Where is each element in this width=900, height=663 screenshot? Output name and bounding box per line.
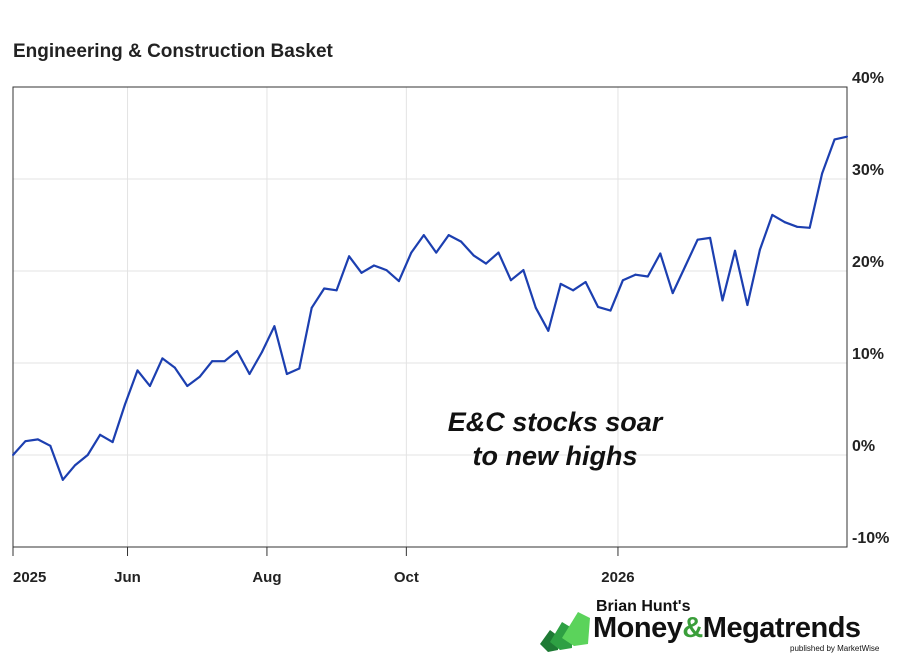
data-point (634, 273, 637, 276)
data-point (559, 282, 562, 285)
data-point (833, 138, 836, 141)
data-point (248, 373, 251, 376)
data-point (323, 287, 326, 290)
data-point (783, 221, 786, 224)
data-point (472, 254, 475, 257)
y-axis: 40% 30% 20% 10% 0% -10% (852, 70, 889, 547)
data-point (111, 441, 114, 444)
data-point (696, 238, 699, 241)
data-point (509, 279, 512, 282)
x-tick-label: 2026 (601, 569, 634, 586)
brand-logo: Brian Hunt's Money&Megatrends published … (538, 598, 888, 658)
data-point (260, 350, 263, 353)
y-tick-label: 20% (852, 254, 884, 271)
data-point (348, 255, 351, 258)
annotation-line-1: E&C stocks soar (448, 407, 664, 437)
data-point (335, 289, 338, 292)
data-point (236, 350, 239, 353)
data-point (86, 454, 89, 456)
data-point (609, 309, 612, 312)
data-point (846, 135, 848, 138)
data-point (547, 329, 550, 332)
data-point (360, 271, 363, 274)
data-point (223, 360, 226, 363)
data-point (733, 249, 736, 252)
y-tick-label: 30% (852, 162, 884, 179)
series-line (12, 135, 848, 481)
data-point (410, 251, 413, 254)
data-point (273, 325, 276, 328)
data-point (709, 236, 712, 239)
data-point (721, 299, 724, 302)
data-point (671, 292, 674, 295)
data-point (285, 373, 288, 376)
data-point (684, 265, 687, 268)
data-point (385, 269, 388, 272)
data-point (422, 234, 425, 237)
data-point (821, 172, 824, 175)
brand-word-2: Megatrends (702, 612, 861, 644)
gridlines (13, 87, 847, 547)
x-tick-label: Aug (252, 569, 281, 586)
data-point (148, 385, 151, 387)
data-point (12, 454, 14, 456)
data-point (646, 275, 649, 278)
data-point (497, 251, 500, 254)
brand-publisher: published by MarketWise (790, 644, 880, 653)
data-point (186, 385, 189, 387)
y-tick-label: -10% (852, 530, 889, 547)
brand-name: Money&Megatrends (593, 612, 861, 645)
data-point (572, 289, 575, 292)
data-point (24, 440, 27, 443)
data-point (124, 403, 127, 406)
data-point (597, 305, 600, 308)
data-points (12, 135, 848, 481)
data-point (61, 478, 64, 481)
data-point (198, 375, 201, 378)
brand-top-line: Brian Hunt's (596, 598, 691, 615)
data-point (99, 433, 102, 436)
data-point (485, 262, 488, 265)
data-point (136, 369, 139, 372)
data-point (310, 306, 313, 309)
data-point (298, 367, 301, 370)
data-point (796, 225, 799, 228)
data-point (522, 269, 525, 272)
data-point (460, 240, 463, 243)
y-tick-label: 40% (852, 70, 884, 87)
y-tick-label: 10% (852, 346, 884, 363)
data-point (758, 248, 761, 251)
data-point (584, 281, 587, 284)
x-tick-label: Oct (394, 569, 419, 586)
annotation-line-2: to new highs (473, 441, 638, 471)
chart-title: Engineering & Construction Basket (13, 41, 333, 62)
data-point (659, 252, 662, 255)
y-tick-label: 0% (852, 438, 875, 455)
data-point (771, 213, 774, 216)
data-point (621, 279, 624, 282)
x-tick-label: Jun (114, 569, 141, 586)
data-point (435, 251, 438, 254)
chart-bars-icon (540, 612, 590, 652)
data-point (447, 234, 450, 237)
data-point (534, 306, 537, 309)
data-point (36, 438, 39, 441)
brand-word-1: Money (593, 612, 683, 644)
brand-amp: & (682, 612, 703, 644)
data-point (49, 444, 52, 447)
data-point (74, 464, 77, 467)
x-axis: 2025 Jun Aug Oct 2026 (12, 547, 635, 586)
data-point (211, 360, 214, 363)
data-point (808, 226, 811, 229)
data-point (372, 264, 375, 267)
data-point (161, 357, 164, 360)
plot-frame (12, 86, 848, 548)
data-point (397, 280, 400, 283)
data-point (173, 366, 176, 369)
data-point (746, 304, 749, 307)
x-tick-label: 2025 (13, 569, 46, 586)
